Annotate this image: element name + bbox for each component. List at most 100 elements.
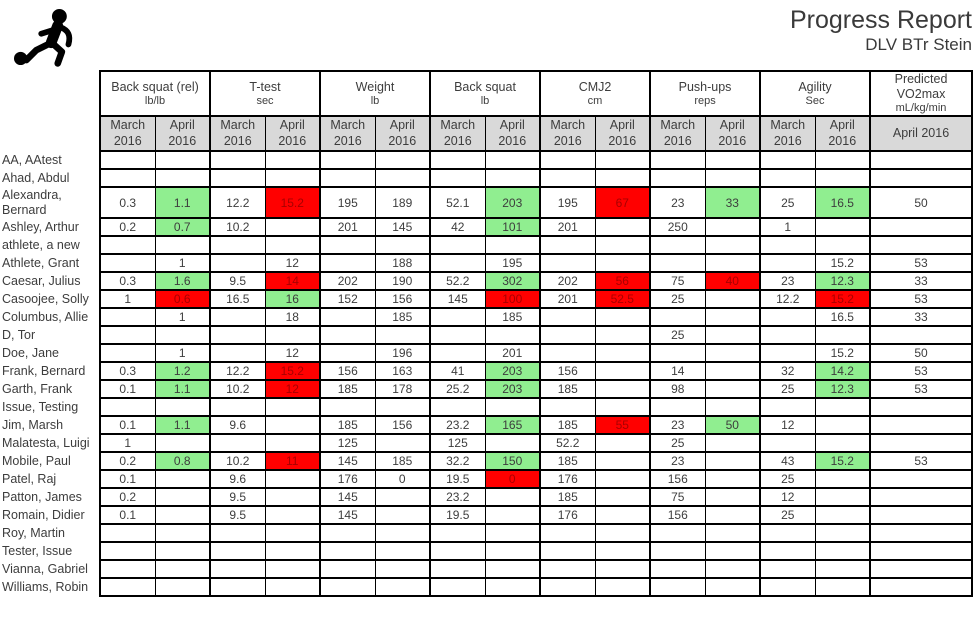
data-cell: 165 (484, 414, 542, 435)
data-cell (759, 558, 816, 579)
metric-unit: sec (256, 94, 274, 107)
data-cell: 195 (484, 252, 542, 273)
metric-unit: reps (694, 94, 716, 107)
data-cell: 33 (869, 306, 974, 327)
data-cell: 10.2 (209, 378, 266, 399)
data-cell (484, 558, 542, 579)
data-cell: 1 (154, 252, 211, 273)
data-cell: 1 (99, 432, 156, 453)
data-cell: 1.2 (154, 360, 211, 381)
athlete-name: Vianna, Gabriel (2, 559, 100, 578)
data-cell (594, 324, 652, 345)
data-cell: 125 (429, 432, 486, 453)
data-cell: 185 (539, 486, 596, 507)
athlete-name: AA, AAtest (2, 151, 100, 170)
data-cell: 302 (484, 270, 542, 291)
data-cell: 25 (649, 288, 706, 309)
data-cell (99, 522, 156, 543)
athlete-name: Romain, Didier (2, 505, 100, 524)
data-cell (759, 234, 816, 255)
data-cell: 1 (154, 306, 211, 327)
data-cell (429, 522, 486, 543)
data-cell: 23.2 (429, 486, 486, 507)
data-cell: 1 (99, 288, 156, 309)
data-cell (594, 540, 652, 561)
data-cell (264, 468, 322, 489)
month-header: March 2016 (539, 115, 596, 153)
athlete-name: Patel, Raj (2, 469, 100, 488)
data-cell: 25 (759, 378, 816, 399)
data-cell (814, 576, 872, 597)
data-cell: 56 (594, 270, 652, 291)
data-cell (374, 504, 432, 525)
data-cell: 156 (319, 360, 376, 381)
data-cell (319, 396, 376, 417)
data-cell (264, 216, 322, 237)
data-cell: 185 (374, 306, 432, 327)
data-cell (374, 558, 432, 579)
athlete-name: Ahad, Abdul (2, 169, 100, 188)
data-cell (264, 486, 322, 507)
report-header: Progress Report DLV BTr Stein (790, 6, 972, 54)
table-row: Issue, Testing (2, 396, 974, 417)
data-cell (539, 342, 596, 363)
athlete-name: Malatesta, Luigi (2, 433, 100, 452)
data-cell (814, 504, 872, 525)
month-header: April 2016 (594, 115, 652, 153)
data-cell: 195 (539, 186, 596, 219)
metric-label: Predicted VO2max (894, 72, 948, 101)
data-cell: 52.1 (429, 186, 486, 219)
data-cell: 23 (759, 270, 816, 291)
data-cell (539, 558, 596, 579)
data-cell (759, 324, 816, 345)
athlete-name: Jim, Marsh (2, 415, 100, 434)
data-cell: 33 (869, 270, 974, 291)
data-cell: 201 (539, 216, 596, 237)
data-cell: 201 (484, 342, 542, 363)
data-cell (209, 558, 266, 579)
month-header: April 2016 (484, 115, 542, 153)
data-cell (869, 234, 974, 255)
data-cell (154, 150, 211, 171)
data-cell (814, 468, 872, 489)
data-cell: 202 (319, 270, 376, 291)
data-cell (704, 432, 762, 453)
data-cell (154, 540, 211, 561)
month-header: March 2016 (649, 115, 706, 153)
table-row: Athlete, Grant 1 12 188 195 15.2 53 (2, 252, 974, 273)
data-cell: 156 (649, 468, 706, 489)
month-header: April 2016 (264, 115, 322, 153)
data-cell (539, 576, 596, 597)
data-cell (209, 306, 266, 327)
data-cell: 0.1 (99, 414, 156, 435)
data-cell (99, 234, 156, 255)
data-cell (704, 234, 762, 255)
data-cell: 201 (319, 216, 376, 237)
data-cell (594, 558, 652, 579)
data-cell (264, 504, 322, 525)
data-cell: 52.2 (539, 432, 596, 453)
data-cell (484, 324, 542, 345)
data-cell (649, 168, 706, 189)
data-cell: 202 (539, 270, 596, 291)
data-cell: 25 (759, 186, 816, 219)
data-cell (814, 216, 872, 237)
data-cell: 12 (264, 252, 322, 273)
data-cell: 1.6 (154, 270, 211, 291)
data-cell: 0 (374, 468, 432, 489)
data-cell (209, 342, 266, 363)
data-cell (869, 150, 974, 171)
data-cell: 0.2 (99, 450, 156, 471)
data-cell (154, 576, 211, 597)
data-cell (594, 234, 652, 255)
data-cell: 12.2 (759, 288, 816, 309)
athlete-name: Williams, Robin (2, 577, 100, 596)
table-row: Tester, Issue (2, 540, 974, 561)
data-cell (869, 468, 974, 489)
data-cell (649, 252, 706, 273)
month-header: March 2016 (429, 115, 486, 153)
table-row: Vianna, Gabriel (2, 558, 974, 579)
data-cell (319, 234, 376, 255)
soccer-player-kicking-ball-icon (14, 8, 73, 67)
data-cell (264, 168, 322, 189)
